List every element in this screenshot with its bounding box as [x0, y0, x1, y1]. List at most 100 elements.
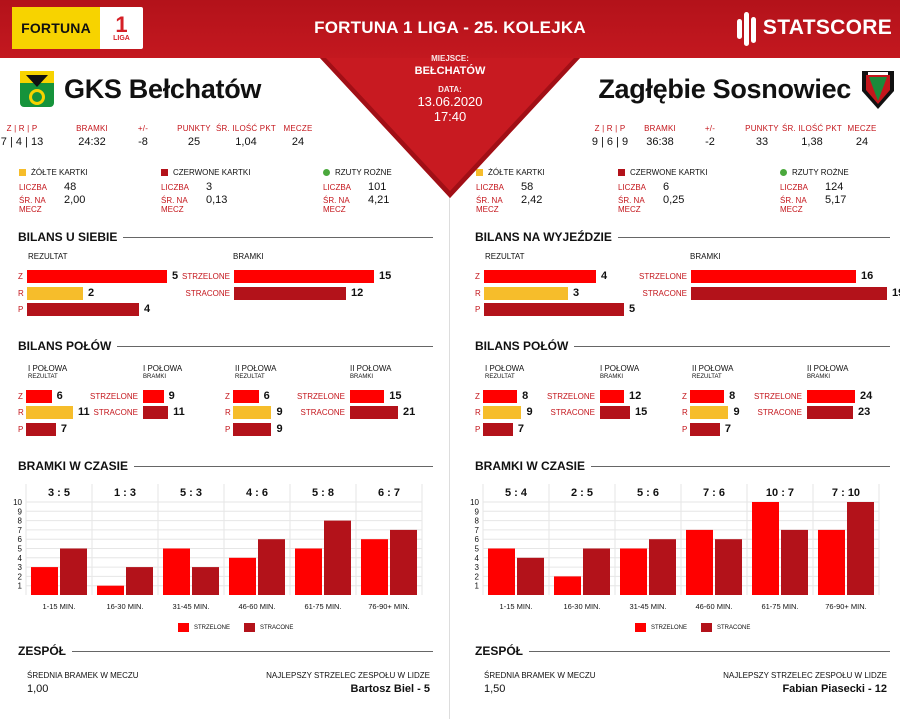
y-tick-label: 10	[13, 498, 22, 507]
page-title: FORTUNA 1 LIGA - 25. KOLEJKA	[314, 18, 586, 37]
match-info: MIEJSCE: BEŁCHATÓW DATA: 13.06.2020 17:4…	[390, 52, 510, 124]
row-label: LICZBA	[323, 183, 352, 192]
half-label: I POŁOWA	[143, 364, 183, 373]
row-label: LICZBA	[161, 183, 190, 192]
away-half1_goals-bar-stracone	[600, 406, 630, 419]
block-row: ŚR. NA MECZ 0,13	[161, 194, 281, 214]
rezultat-label: REZULTAT	[485, 252, 525, 261]
bar-strzelone	[488, 548, 515, 595]
corner-icon	[323, 169, 330, 176]
goal-row-label-stracone: STRACONE	[642, 289, 687, 298]
row-label: LICZBA	[19, 183, 48, 192]
row-value: 4,21	[368, 194, 390, 206]
section-divider	[475, 651, 890, 652]
x-tick-label: 31-45 MIN.	[629, 602, 666, 611]
bar-strzelone	[686, 529, 713, 595]
bar-value: 9	[276, 406, 283, 418]
y-tick-label: 7	[475, 526, 480, 535]
date-value: 13.06.2020	[417, 94, 483, 109]
block-title-label: ŻÓŁTE KARTKI	[31, 168, 88, 177]
block-title-label: CZERWONE KARTKI	[173, 168, 251, 177]
provider-logo: STATSCORE	[737, 7, 892, 49]
away-result-bar-p	[484, 303, 624, 316]
bar-value: 9	[276, 423, 283, 435]
stat-value: -8	[138, 136, 148, 148]
home-result-bar-p	[27, 303, 139, 316]
bramki-label: BRAMKI	[690, 252, 721, 261]
goal-row-label-strzelone: STRZELONE	[296, 392, 345, 401]
score-label: 7 : 6	[703, 487, 725, 499]
row-label-p: P	[682, 425, 688, 434]
goal-row-label-strzelone: STRZELONE	[638, 272, 687, 281]
y-tick-label: 8	[475, 517, 480, 526]
bar-stracone	[781, 529, 808, 595]
away-result-bar-z	[484, 270, 596, 283]
stat-label: Z | R | P	[594, 124, 626, 133]
away-half1_goals-bar-strzelone	[600, 390, 624, 403]
sponsor-logo: FORTUNA 1 LIGA	[12, 7, 143, 49]
x-tick-label: 76-90+ MIN.	[368, 602, 409, 611]
home-half2_goals-bar-stracone	[350, 406, 398, 419]
row-label: LICZBA	[618, 183, 647, 192]
bar-strzelone	[361, 539, 388, 595]
away-yellow-block: ŻÓŁTE KARTKI LICZBA 58 ŚR. NA MECZ 2,42	[476, 168, 596, 214]
venue-label: MIEJSCE:	[431, 54, 469, 63]
block-row: ŚR. NA MECZ 2,42	[476, 194, 596, 214]
y-tick-label: 8	[18, 517, 23, 526]
block-title-label: RZUTY ROŻNE	[335, 168, 392, 177]
league-word: LIGA	[113, 34, 130, 42]
bar-value: 2	[88, 287, 95, 299]
score-label: 3 : 5	[48, 487, 70, 499]
section-divider	[18, 237, 433, 238]
block-row: LICZBA 124	[780, 181, 900, 194]
stat-label: BRAMKI	[644, 124, 676, 133]
stat-label: ŚR. ILOŚĆ PKT	[216, 124, 276, 133]
bar-value: 19	[892, 287, 900, 299]
bar-stracone	[324, 520, 351, 595]
stat-label: Z | R | P	[6, 124, 38, 133]
bar-value: 4	[144, 303, 151, 315]
best-scorer-label: NAJLEPSZY STRZELEC ZESPOŁU W LIDZE	[723, 671, 887, 680]
x-tick-label: 31-45 MIN.	[172, 602, 209, 611]
stat-label: +/-	[137, 124, 149, 133]
x-tick-label: 1-15 MIN.	[43, 602, 76, 611]
time-value: 17:40	[433, 109, 467, 124]
score-label: 6 : 7	[378, 487, 400, 499]
stat-value: 1,04	[235, 136, 257, 148]
stat-value: 33	[755, 136, 769, 148]
bar-value: 23	[858, 406, 871, 418]
half-sublabel: REZULTAT	[485, 374, 515, 380]
row-label: LICZBA	[476, 183, 505, 192]
home-goal-bar-strzelone	[234, 270, 374, 283]
home-half2_goals-bar-strzelone	[350, 390, 385, 403]
goal-row-label-strzelone: STRZELONE	[546, 392, 595, 401]
y-tick-label: 9	[18, 507, 23, 516]
home-crest-icon	[18, 67, 56, 111]
away-best-scorer-value: Fabian Piasecki - 12	[782, 683, 887, 695]
home-half2_result-bar-z	[233, 390, 259, 403]
y-tick-label: 3	[18, 563, 23, 572]
goal-row-label-stracone: STRACONE	[300, 408, 345, 417]
bar-value: 5	[172, 270, 179, 282]
corner-icon	[780, 169, 787, 176]
half-label: I POŁOWA	[600, 364, 640, 373]
block-row: ŚR. NA MECZ 2,00	[19, 194, 139, 214]
bar-value: 6	[263, 390, 270, 402]
away-stat-zrp: Z | R | P 9 | 6 | 9	[570, 124, 650, 148]
bar-value: 9	[168, 390, 175, 402]
home-half1_result-bar-p	[26, 423, 56, 436]
y-tick-label: 7	[18, 526, 23, 535]
y-tick-label: 3	[475, 563, 480, 572]
provider-name: STATSCORE	[762, 16, 892, 39]
avg-goals-label: ŚREDNIA BRAMEK W MECZU	[484, 671, 596, 680]
center-notch	[320, 58, 580, 198]
bar-strzelone	[818, 529, 845, 595]
row-label-r: R	[475, 289, 481, 298]
row-value: 2,42	[521, 194, 543, 206]
legend-swatch	[178, 623, 189, 632]
y-tick-label: 10	[470, 498, 479, 507]
row-label-z: Z	[475, 392, 480, 401]
bar-value: 15	[389, 390, 402, 402]
row-value: 48	[64, 181, 77, 193]
